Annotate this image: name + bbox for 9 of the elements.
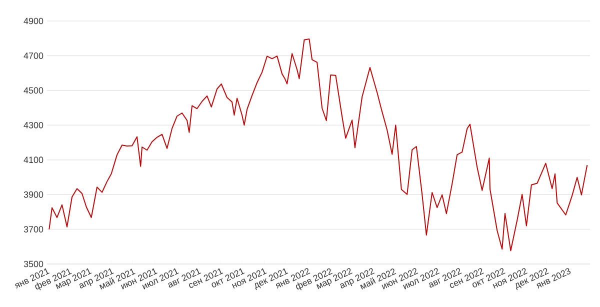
y-tick-label: 4300 [24,122,44,128]
y-tick-label: 4100 [24,156,44,164]
y-tick-label: 4500 [24,87,44,94]
y-tick-label: 3900 [24,191,44,198]
y-tick-label: 4700 [24,52,44,59]
y-tick-label: 3700 [24,226,44,232]
line-series [48,38,588,252]
y-tick-label: 4900 [24,18,44,24]
y-tick-label: 3500 [24,260,44,268]
